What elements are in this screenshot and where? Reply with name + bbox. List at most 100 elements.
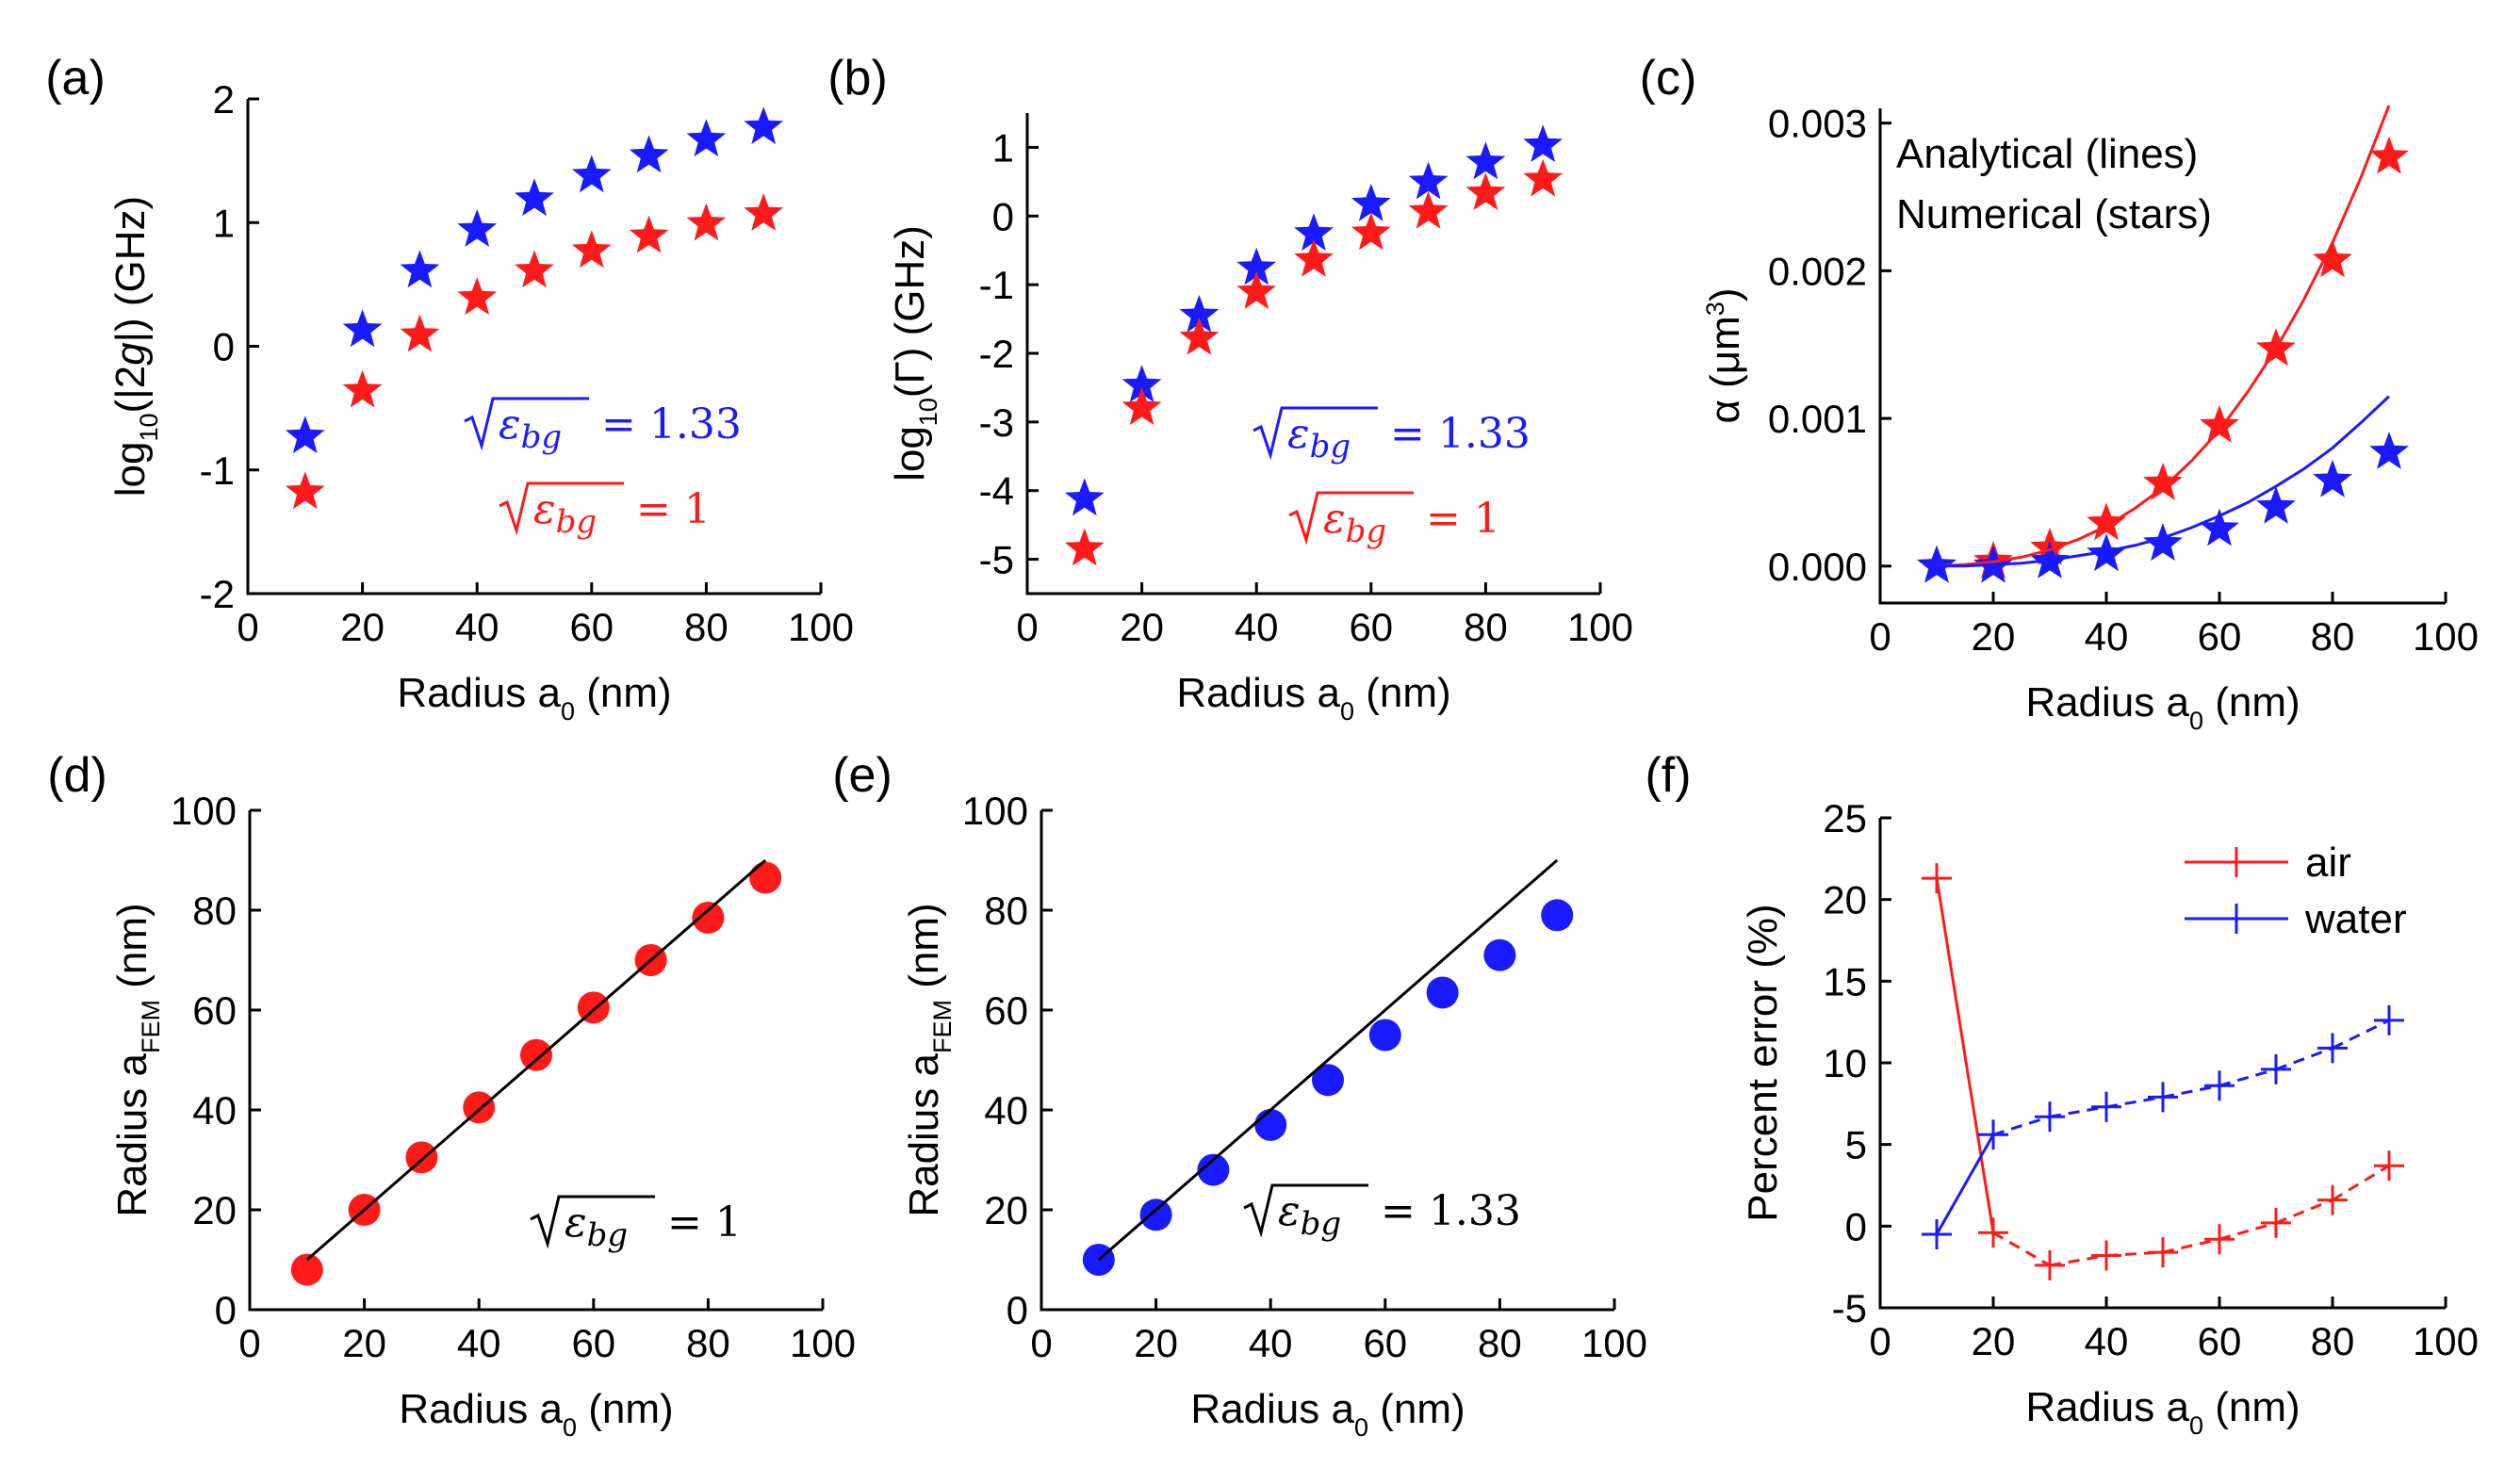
x-tick-label: 100 bbox=[2413, 1319, 2479, 1363]
y-tick-label: 20 bbox=[192, 1188, 237, 1232]
series-segment bbox=[2162, 1084, 2220, 1099]
y-tick-label: 15 bbox=[1823, 959, 1867, 1003]
data-point bbox=[1312, 1064, 1344, 1097]
sqrt-symbol bbox=[530, 1195, 655, 1249]
data-star bbox=[744, 193, 784, 231]
x-tick-label: 100 bbox=[1581, 1321, 1647, 1365]
y-tick-label: -4 bbox=[979, 469, 1014, 514]
data-plus bbox=[2374, 1004, 2404, 1036]
sqrt-symbol bbox=[1288, 491, 1414, 546]
x-tick-label: 60 bbox=[2198, 1319, 2242, 1363]
x-tick-label: 20 bbox=[1972, 614, 2016, 659]
annotation: Numerical (stars) bbox=[1896, 191, 2212, 237]
data-point bbox=[1368, 1019, 1401, 1052]
legend-marker bbox=[2221, 847, 2251, 877]
data-star bbox=[285, 471, 325, 510]
x-tick-label: 80 bbox=[2311, 1319, 2355, 1363]
series-segment bbox=[2275, 1199, 2333, 1225]
x-tick-label: 40 bbox=[455, 605, 499, 649]
x-tick-label: 20 bbox=[1120, 605, 1164, 649]
x-tick-label: 80 bbox=[1478, 1321, 1522, 1365]
data-plus bbox=[1978, 1217, 2008, 1248]
x-tick-label: 80 bbox=[1464, 605, 1508, 649]
y-tick-label: 5 bbox=[1845, 1123, 1867, 1167]
legend-water: εbg = 1.33 bbox=[464, 397, 742, 456]
x-tick-label: 100 bbox=[1567, 605, 1633, 649]
data-point bbox=[290, 1253, 323, 1286]
x-tick-label: 0 bbox=[1869, 614, 1891, 659]
data-star bbox=[629, 215, 669, 253]
x-axis-label: Radius a0 (nm) bbox=[1176, 670, 1450, 726]
data-star bbox=[1236, 271, 1277, 309]
legend-value: = 1.33 bbox=[1390, 410, 1531, 458]
data-star bbox=[1294, 238, 1334, 277]
x-tick-label: 60 bbox=[2198, 614, 2242, 659]
data-star bbox=[1064, 478, 1105, 516]
series-segment bbox=[2218, 1068, 2277, 1087]
data-point bbox=[520, 1038, 552, 1071]
y-tick-label: 20 bbox=[984, 1188, 1028, 1232]
y-axis-label: Radius aFEM (nm) bbox=[901, 903, 957, 1216]
x-tick-label: 0 bbox=[1869, 1319, 1891, 1363]
legend-value: = 1 bbox=[1426, 495, 1500, 543]
x-tick-label: 80 bbox=[684, 605, 729, 649]
series-line bbox=[1937, 395, 2391, 568]
y-tick-label: -5 bbox=[1832, 1286, 1867, 1330]
x-tick-label: 20 bbox=[340, 605, 385, 649]
series-segment bbox=[1992, 1231, 2051, 1267]
data-point bbox=[1541, 899, 1574, 932]
epsilon-symbol: εbg bbox=[1278, 1187, 1341, 1243]
epsilon-symbol: εbg bbox=[565, 1199, 628, 1254]
x-tick-label: 40 bbox=[1249, 1321, 1293, 1365]
data-star bbox=[2087, 502, 2126, 541]
x-tick-label: 100 bbox=[790, 1321, 856, 1365]
legend-value: = 1 bbox=[667, 1199, 742, 1247]
sqrt-symbol bbox=[499, 481, 624, 536]
x-tick-label: 0 bbox=[238, 1321, 260, 1365]
epsilon-symbol: εbg bbox=[1287, 410, 1351, 465]
legend-label: air bbox=[2305, 840, 2351, 886]
panel-b: 0 20 40 60 80 100 -5 -4 -3 -2 -1 0 1 Radius a0 (nm) lo… bbox=[827, 51, 1633, 726]
legend-eps: εbg = 1.33 bbox=[1243, 1183, 1521, 1243]
x-tick-label: 80 bbox=[2311, 614, 2355, 659]
series-segment bbox=[2332, 1019, 2390, 1050]
data-star bbox=[571, 155, 612, 193]
data-point bbox=[1139, 1199, 1172, 1231]
series-segment bbox=[2049, 1105, 2107, 1118]
y-tick-label: 100 bbox=[171, 789, 237, 833]
y-axis-label: Percent error (%) bbox=[1740, 904, 1786, 1221]
y-tick-label: 2 bbox=[213, 77, 235, 122]
series-segment bbox=[1935, 1133, 1995, 1235]
axes-frame bbox=[1025, 113, 1600, 595]
data-plus bbox=[2035, 1101, 2065, 1133]
y-tick-label: 0 bbox=[1007, 1288, 1028, 1332]
y-axis-label: α (μm3) bbox=[1701, 287, 1748, 423]
panel-label: (c) bbox=[1640, 51, 1697, 106]
y-tick-label: 25 bbox=[1823, 796, 1867, 840]
x-tick-label: 40 bbox=[2085, 614, 2129, 659]
x-tick-label: 60 bbox=[571, 1321, 615, 1365]
x-axis-label: Radius a0 (nm) bbox=[2025, 1384, 2300, 1440]
x-tick-label: 100 bbox=[788, 605, 854, 649]
data-plus bbox=[2317, 1033, 2348, 1064]
x-axis-label: Radius a0 (nm) bbox=[397, 670, 671, 726]
data-star bbox=[744, 106, 784, 144]
legend-value: = 1.33 bbox=[1381, 1187, 1521, 1235]
panel-e: 0 20 40 60 80 100 0 20 40 60 80 100 Radius a0 (nm) Ra… bbox=[832, 748, 1647, 1442]
data-star bbox=[1351, 212, 1391, 251]
series-segment bbox=[1935, 877, 1995, 1233]
series-line bbox=[305, 858, 767, 1262]
series-segment bbox=[2049, 1254, 2107, 1267]
y-tick-label: -2 bbox=[200, 572, 235, 616]
x-tick-label: 40 bbox=[1235, 605, 1279, 649]
data-point bbox=[749, 861, 782, 894]
data-star bbox=[2369, 432, 2409, 469]
x-axis-label: Radius a0 (nm) bbox=[2025, 679, 2300, 735]
data-star bbox=[1917, 545, 1957, 583]
y-tick-label: 1 bbox=[992, 125, 1014, 170]
y-tick-label: -5 bbox=[979, 538, 1014, 582]
panel-label: (d) bbox=[47, 748, 107, 803]
data-star bbox=[2369, 136, 2409, 174]
series-segment bbox=[2275, 1046, 2333, 1071]
data-star bbox=[629, 135, 669, 173]
